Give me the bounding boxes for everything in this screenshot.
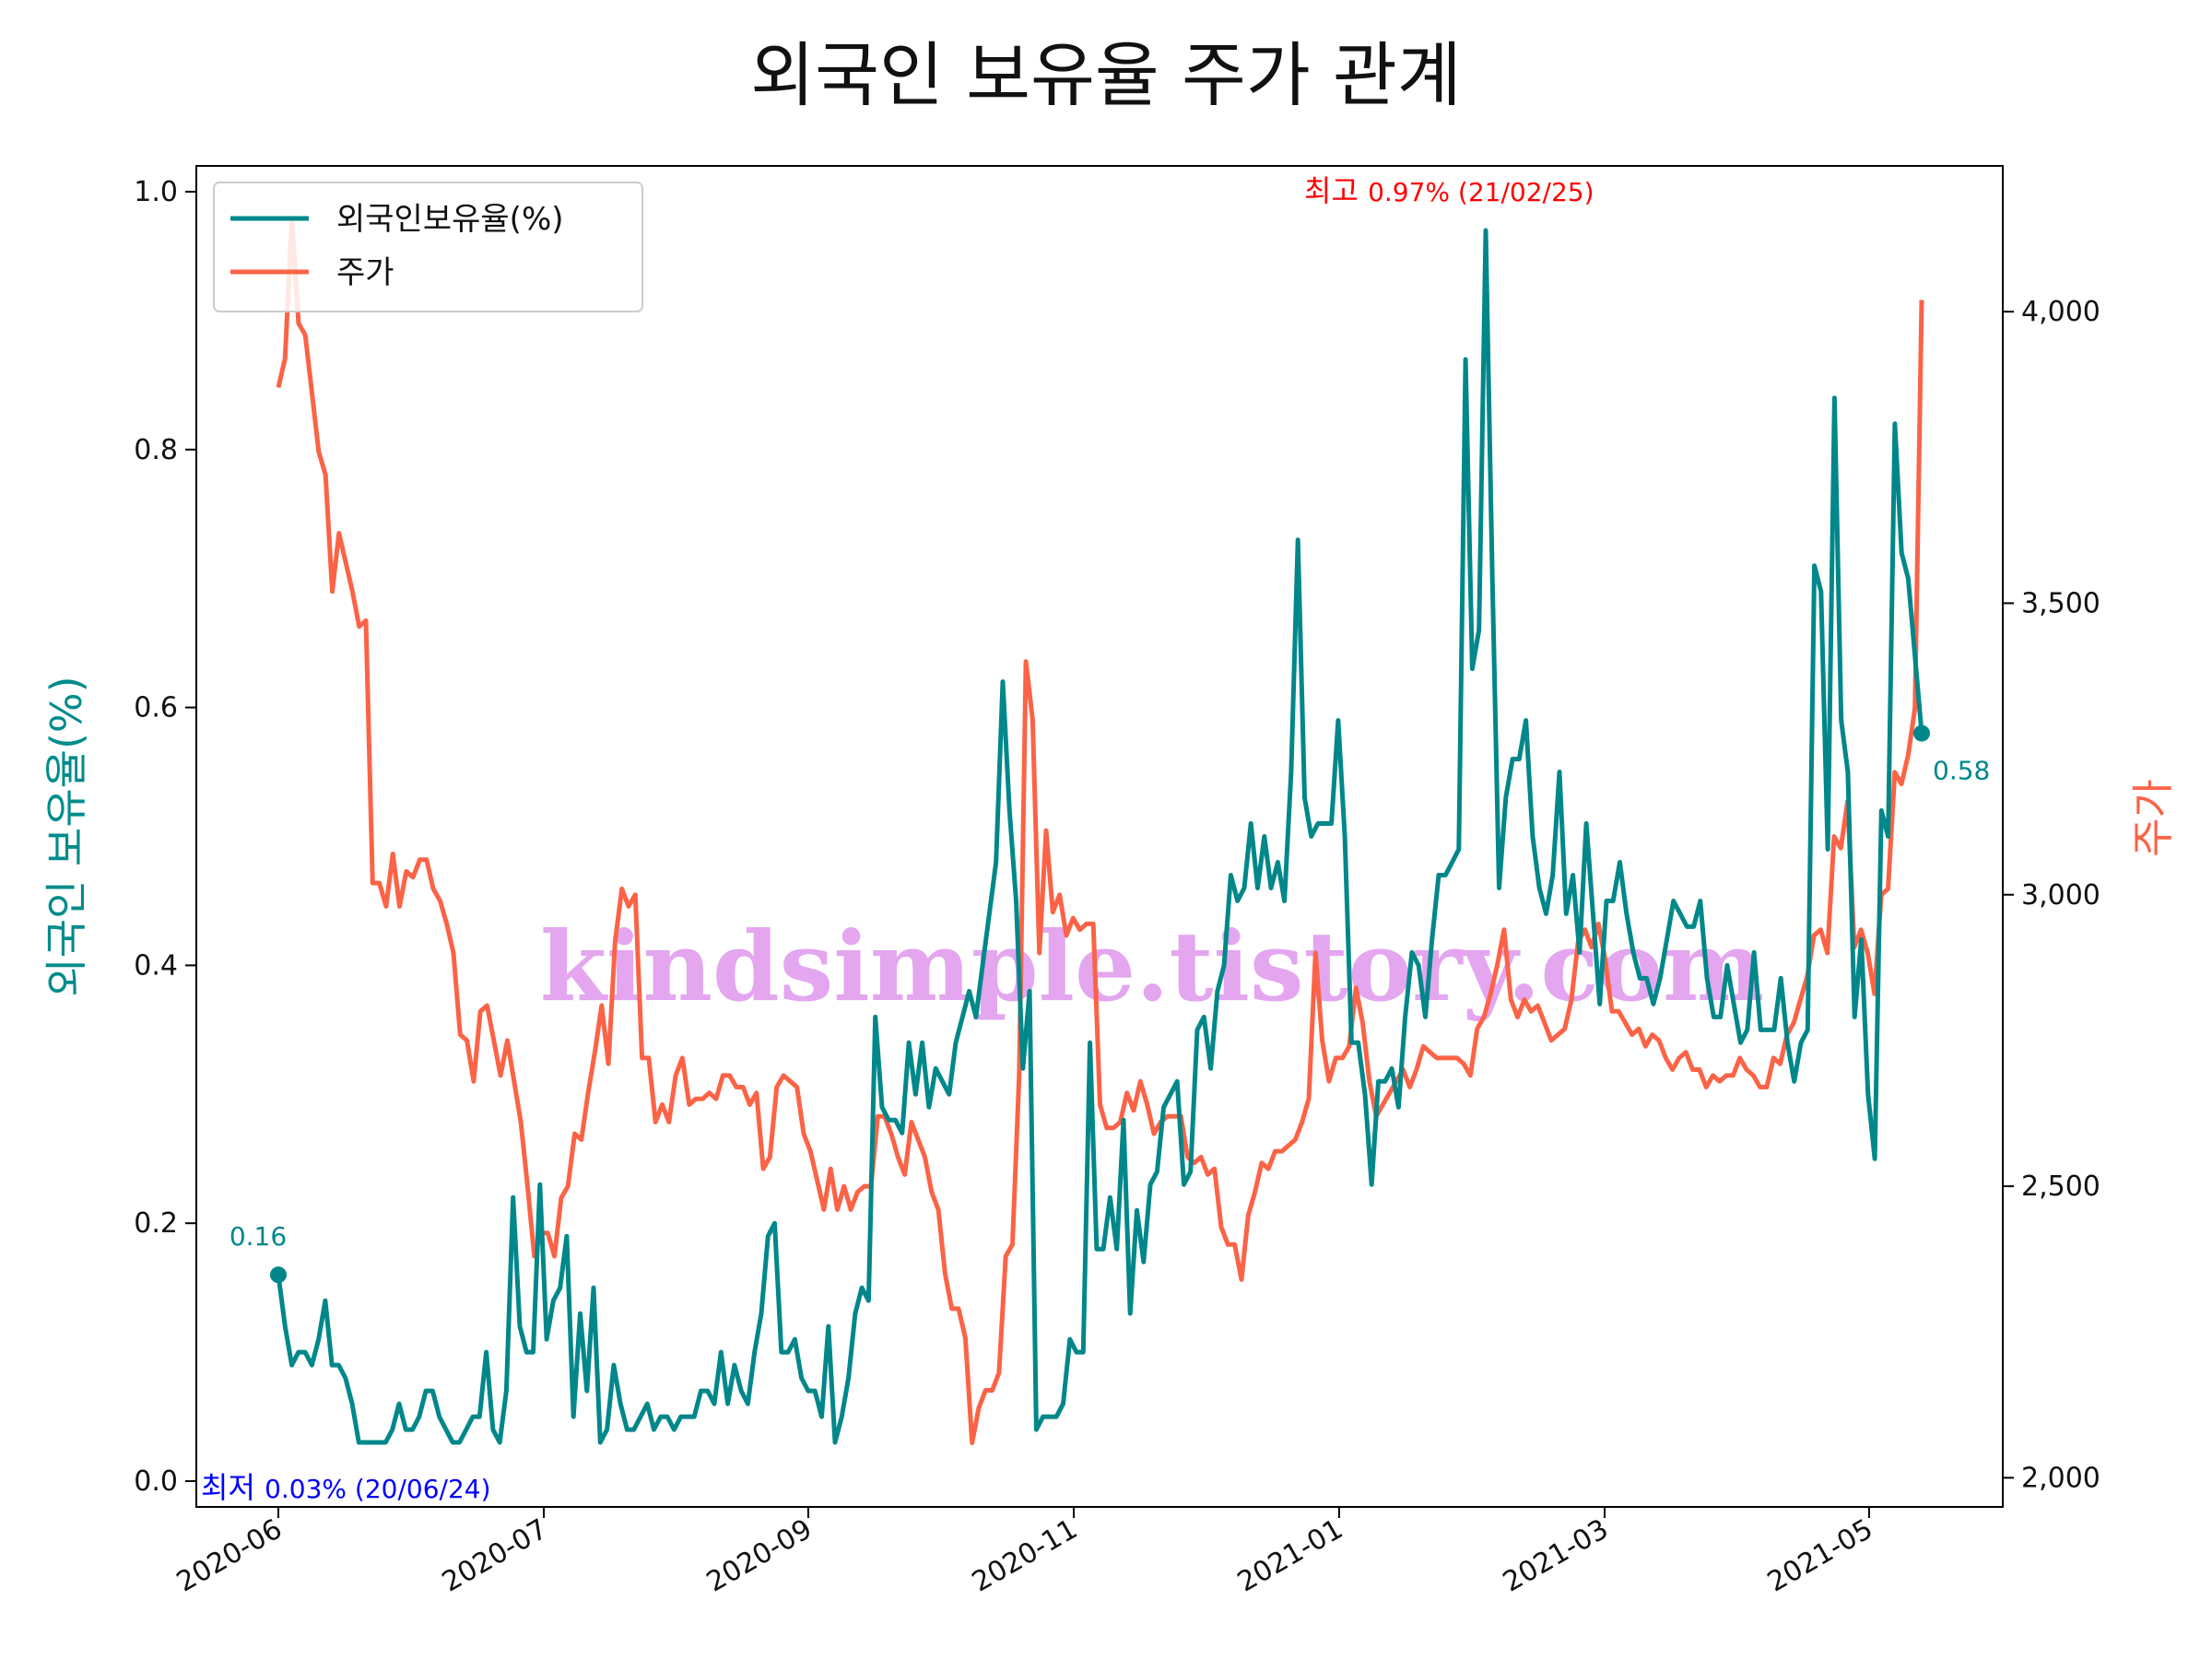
left-tick-label: 0.8 (134, 434, 178, 466)
right-tick-label: 2,500 (2021, 1171, 2100, 1203)
start-value-label: 0.16 (229, 1221, 287, 1252)
legend-label-0: 외국인보유율(%) (336, 201, 564, 238)
left-tick-label: 0.2 (134, 1207, 178, 1240)
min-prefix: 최저 (201, 1470, 265, 1505)
x-tick-label: 2021-05 (1762, 1513, 1878, 1599)
max-annotation: 최고 0.97% (21/02/25) (1304, 173, 1594, 208)
left-tick-label: 0.0 (134, 1465, 178, 1498)
min-value: 0.03% (20/06/24) (265, 1474, 490, 1504)
right-tick-label: 3,000 (2021, 879, 2100, 912)
min-annotation: 최저 0.03% (20/06/24) (201, 1470, 491, 1505)
legend-label-1: 주가 (336, 254, 394, 291)
right-tick-label: 4,000 (2021, 296, 2100, 328)
right-tick-label: 3,500 (2021, 587, 2100, 619)
max-value: 0.97% (21/02/25) (1368, 177, 1594, 207)
left-tick-label: 1.0 (134, 176, 178, 208)
right-tick-label: 2,000 (2021, 1462, 2100, 1494)
left-tick-label: 0.6 (134, 692, 178, 724)
max-prefix: 최고 (1304, 173, 1368, 208)
series-line-0 (276, 228, 1924, 1445)
x-tick-label: 2020-09 (701, 1513, 818, 1599)
chart-title: 외국인 보유율 주가 관계 (750, 34, 1462, 116)
watermark-text: kindsimple.tistory.com (540, 910, 1764, 1023)
series-line-1 (276, 216, 1924, 1445)
start-point-marker (270, 1266, 287, 1284)
legend-box (213, 182, 643, 312)
end-point-marker (1913, 724, 1930, 742)
plot-frame (195, 165, 2004, 1508)
x-tick-label: 2020-07 (437, 1513, 553, 1599)
left-tick-label: 0.4 (134, 949, 178, 982)
x-tick-label: 2021-03 (1498, 1513, 1614, 1599)
x-tick-label: 2021-01 (1232, 1513, 1348, 1599)
right-axis-label: 주가 (2128, 779, 2178, 857)
end-value-label: 0.58 (1933, 756, 1990, 786)
left-axis-label: 외국인 보유율(%) (41, 676, 91, 996)
x-tick-label: 2020-06 (171, 1513, 288, 1599)
x-tick-label: 2020-11 (967, 1513, 1083, 1599)
